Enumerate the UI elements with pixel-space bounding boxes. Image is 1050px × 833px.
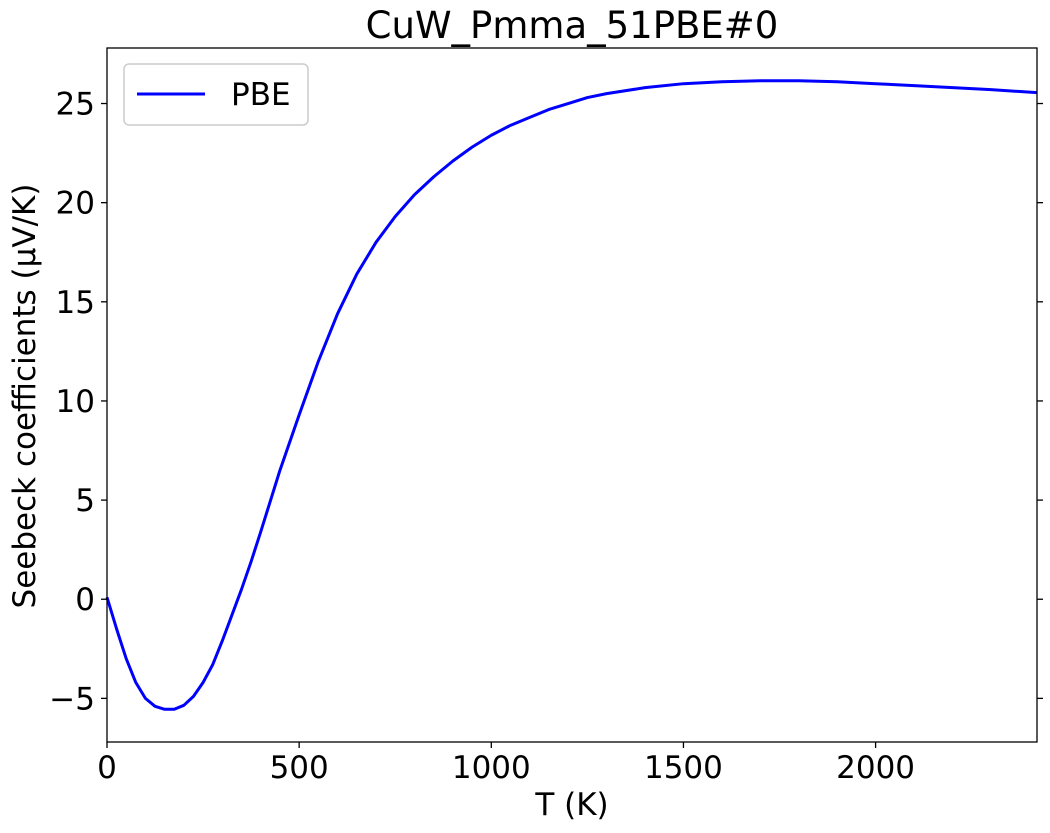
legend: PBE [123, 63, 309, 126]
y-tick-label: −5 [49, 681, 95, 717]
chart-title: CuW_Pmma_51PBE#0 [366, 4, 779, 47]
x-tick-label: 500 [270, 750, 329, 786]
y-tick-label: 0 [75, 582, 95, 618]
legend-frame [123, 63, 309, 126]
y-tick-label: 25 [56, 87, 95, 123]
legend-label-pbe: PBE [231, 77, 291, 113]
y-axis-label: Seebeck coefficients (μV/K) [7, 184, 43, 609]
x-axis-label: T (K) [534, 787, 608, 823]
x-tick-label: 2000 [836, 750, 915, 786]
series-line-pbe [105, 79, 1038, 711]
axes-frame [106, 47, 1038, 743]
y-tick-label: 20 [56, 186, 95, 222]
x-tick-label: 1000 [452, 750, 531, 786]
y-tick-label: 10 [56, 384, 95, 420]
y-tick-label: 5 [75, 483, 95, 519]
x-tick-label: 0 [97, 750, 117, 786]
x-tick-label: 1500 [644, 750, 723, 786]
y-tick-label: 15 [56, 285, 95, 321]
